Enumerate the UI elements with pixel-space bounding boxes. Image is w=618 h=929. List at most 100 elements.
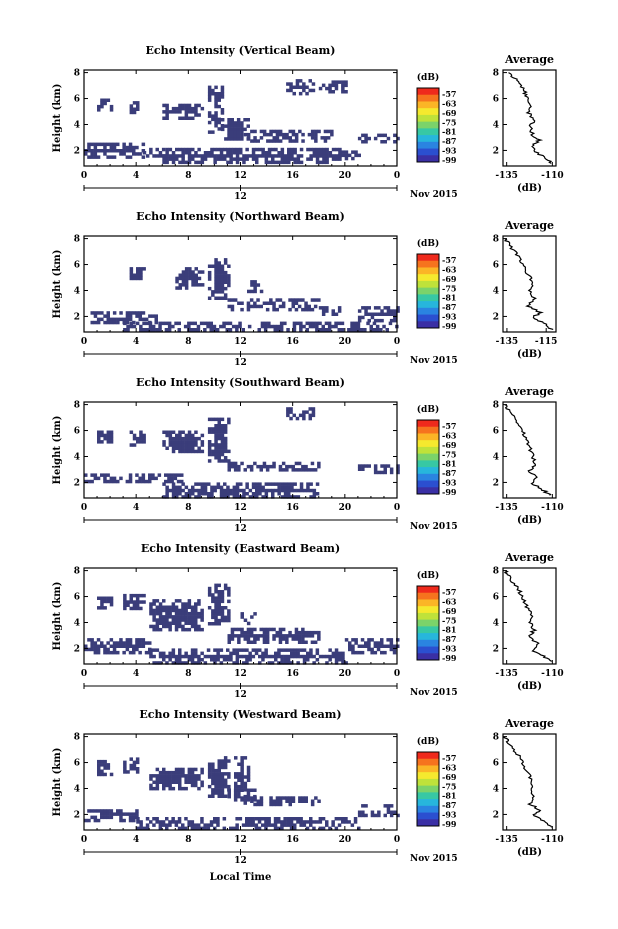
colorbar-swatch bbox=[417, 812, 439, 820]
echo-cell bbox=[149, 820, 153, 824]
average-x-tick-label: -110 bbox=[541, 503, 564, 513]
echo-cell bbox=[233, 137, 238, 141]
echo-cell bbox=[291, 799, 296, 803]
echo-cell bbox=[280, 157, 285, 161]
echo-cell bbox=[272, 802, 276, 807]
echo-cell bbox=[207, 151, 211, 155]
echo-cell bbox=[149, 777, 153, 781]
average-x-label: (dB) bbox=[517, 847, 542, 858]
echo-cell bbox=[194, 430, 198, 434]
echo-cell bbox=[311, 410, 316, 414]
y-axis-label: Height (km) bbox=[52, 250, 63, 319]
echo-cell bbox=[246, 627, 251, 632]
echo-cell bbox=[190, 826, 195, 831]
echo-cell bbox=[279, 321, 284, 326]
echo-cell bbox=[84, 152, 88, 156]
echo-cell bbox=[272, 129, 276, 134]
echo-cell bbox=[334, 654, 339, 659]
echo-cell bbox=[116, 149, 120, 153]
echo-cell bbox=[278, 630, 283, 635]
colorbar-swatch bbox=[417, 101, 439, 109]
echo-cell bbox=[112, 647, 117, 652]
echo-cell bbox=[106, 320, 110, 325]
echo-cell bbox=[278, 640, 283, 644]
echo-cell bbox=[240, 630, 244, 635]
echo-cell bbox=[207, 95, 212, 99]
echo-cell bbox=[315, 648, 320, 652]
echo-cell bbox=[306, 658, 310, 662]
echo-cell bbox=[307, 630, 311, 635]
echo-cell bbox=[255, 488, 259, 493]
echo-cell bbox=[279, 324, 284, 329]
echo-cell bbox=[191, 270, 195, 274]
echo-cell bbox=[103, 320, 107, 325]
echo-cell bbox=[165, 113, 169, 117]
echo-cell bbox=[291, 304, 295, 309]
x-tick-label: 20 bbox=[339, 669, 352, 679]
echo-cell bbox=[129, 273, 134, 277]
echo-cell bbox=[191, 279, 195, 284]
echo-cell bbox=[227, 637, 231, 641]
echo-cell bbox=[200, 106, 205, 111]
echo-cell bbox=[304, 630, 308, 635]
echo-cell bbox=[138, 317, 142, 322]
echo-cell bbox=[291, 129, 296, 134]
echo-cell bbox=[243, 801, 247, 805]
echo-cell bbox=[203, 826, 207, 831]
echo-cell bbox=[367, 306, 371, 310]
echo-cell bbox=[289, 82, 293, 86]
echo-cell bbox=[200, 826, 204, 831]
echo-cell bbox=[313, 468, 318, 472]
echo-cell bbox=[265, 630, 270, 635]
echo-cell bbox=[174, 658, 179, 662]
echo-cell bbox=[90, 644, 94, 648]
echo-cell bbox=[190, 328, 194, 332]
echo-cell bbox=[177, 817, 182, 821]
echo-cell bbox=[100, 142, 104, 147]
echo-cell bbox=[135, 760, 140, 765]
echo-cell bbox=[251, 154, 256, 158]
echo-cell bbox=[223, 427, 228, 431]
echo-cell bbox=[265, 307, 270, 312]
echo-cell bbox=[299, 321, 303, 326]
echo-cell bbox=[217, 622, 221, 626]
echo-cell bbox=[207, 492, 211, 496]
echo-cell bbox=[123, 597, 127, 601]
echo-cell bbox=[191, 276, 195, 281]
echo-cell bbox=[251, 151, 256, 155]
echo-cell bbox=[223, 274, 228, 278]
echo-cell bbox=[315, 324, 319, 329]
echo-cell bbox=[299, 328, 303, 332]
echo-cell bbox=[286, 328, 290, 332]
echo-cell bbox=[367, 647, 371, 652]
echo-cell bbox=[293, 151, 297, 155]
y-tick-label: 6 bbox=[74, 261, 80, 271]
echo-cell bbox=[322, 151, 326, 155]
echo-cell bbox=[337, 321, 341, 326]
echo-cell bbox=[151, 314, 155, 318]
echo-cell bbox=[246, 304, 251, 309]
colorbar-unit: (dB) bbox=[417, 404, 439, 415]
x-tick-label: 16 bbox=[286, 171, 299, 181]
echo-cell bbox=[84, 818, 88, 823]
echo-cell bbox=[328, 151, 333, 155]
echo-cell bbox=[380, 318, 384, 323]
echo-cell bbox=[139, 276, 143, 281]
echo-cell bbox=[393, 318, 397, 323]
echo-cell bbox=[181, 774, 185, 778]
echo-cell bbox=[357, 467, 362, 471]
echo-cell bbox=[361, 306, 365, 310]
echo-cell bbox=[200, 627, 204, 632]
x-tick-label: 20 bbox=[339, 337, 352, 347]
echo-cell bbox=[178, 599, 182, 603]
echo-cell bbox=[223, 781, 228, 786]
echo-cell bbox=[162, 430, 166, 434]
echo-cell bbox=[106, 311, 110, 315]
echo-cell bbox=[148, 476, 152, 481]
echo-cell bbox=[171, 443, 176, 447]
echo-cell bbox=[302, 648, 307, 652]
colorbar-swatch bbox=[417, 321, 439, 329]
echo-cell bbox=[327, 321, 332, 326]
echo-cell bbox=[174, 780, 179, 784]
echo-cell bbox=[299, 324, 303, 329]
